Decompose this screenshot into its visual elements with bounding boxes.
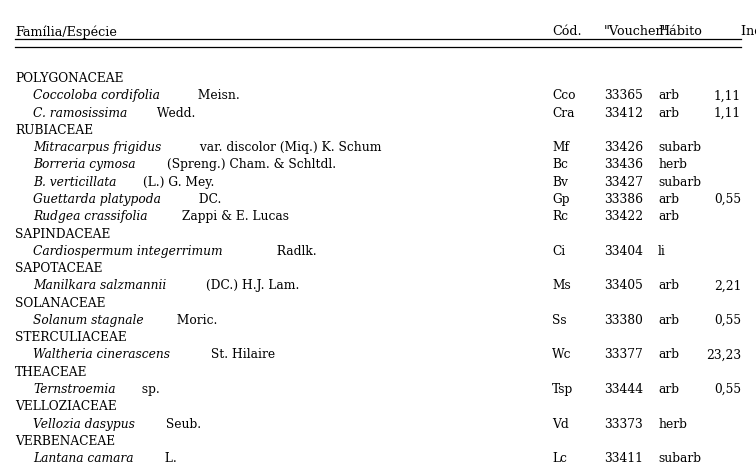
Text: 33427: 33427 (604, 175, 643, 188)
Text: Manilkara salzmannii: Manilkara salzmannii (33, 279, 167, 292)
Text: 0,55: 0,55 (714, 313, 741, 326)
Text: Mitracarpus frigidus: Mitracarpus frigidus (33, 141, 162, 154)
Text: 33436: 33436 (604, 158, 643, 171)
Text: Meisn.: Meisn. (194, 89, 240, 102)
Text: Coccoloba cordifolia: Coccoloba cordifolia (33, 89, 160, 102)
Text: Ms: Ms (552, 279, 571, 292)
Text: arb: arb (658, 279, 679, 292)
Text: arb: arb (658, 106, 679, 119)
Text: 1,11: 1,11 (714, 89, 741, 102)
Text: Wedd.: Wedd. (153, 106, 195, 119)
Text: SOLANACEAE: SOLANACEAE (15, 296, 106, 309)
Text: Lantana camara: Lantana camara (33, 451, 134, 463)
Text: Cód.: Cód. (552, 25, 581, 38)
Text: B. verticillata: B. verticillata (33, 175, 117, 188)
Text: subarb: subarb (658, 141, 701, 154)
Text: Solanum stagnale: Solanum stagnale (33, 313, 144, 326)
Text: L.: L. (160, 451, 176, 463)
Text: 33422: 33422 (604, 210, 643, 223)
Text: "Voucher": "Voucher" (604, 25, 668, 38)
Text: 33377: 33377 (604, 348, 643, 361)
Text: arb: arb (658, 382, 679, 395)
Text: arb: arb (658, 313, 679, 326)
Text: 0,55: 0,55 (714, 382, 741, 395)
Text: Gp: Gp (552, 193, 569, 206)
Text: Hábito: Hábito (658, 25, 702, 38)
Text: Moric.: Moric. (173, 313, 218, 326)
Text: 0,55: 0,55 (714, 193, 741, 206)
Text: 33380: 33380 (604, 313, 643, 326)
Text: VERBENACEAE: VERBENACEAE (15, 434, 115, 447)
Text: Mf: Mf (552, 141, 569, 154)
Text: Vellozia dasypus: Vellozia dasypus (33, 417, 135, 430)
Text: DC.: DC. (195, 193, 222, 206)
Text: arb: arb (658, 193, 679, 206)
Text: var. discolor (Miq.) K. Schum: var. discolor (Miq.) K. Schum (196, 141, 381, 154)
Text: 33386: 33386 (604, 193, 643, 206)
Text: arb: arb (658, 210, 679, 223)
Text: herb: herb (658, 417, 687, 430)
Text: Ci: Ci (552, 244, 565, 257)
Text: SAPINDACEAE: SAPINDACEAE (15, 227, 110, 240)
Text: RUBIACEAE: RUBIACEAE (15, 124, 93, 137)
Text: Guettarda platypoda: Guettarda platypoda (33, 193, 161, 206)
Text: Bv: Bv (552, 175, 568, 188)
Text: 33444: 33444 (604, 382, 643, 395)
Text: C. ramosissima: C. ramosissima (33, 106, 128, 119)
Text: Cra: Cra (552, 106, 575, 119)
Text: Wc: Wc (552, 348, 572, 361)
Text: Família/Espécie: Família/Espécie (15, 25, 117, 38)
Text: arb: arb (658, 89, 679, 102)
Text: THEACEAE: THEACEAE (15, 365, 88, 378)
Text: STERCULIACEAE: STERCULIACEAE (15, 331, 127, 344)
Text: 33373: 33373 (604, 417, 643, 430)
Text: (DC.) H.J. Lam.: (DC.) H.J. Lam. (202, 279, 299, 292)
Text: 33412: 33412 (604, 106, 643, 119)
Text: arb: arb (658, 348, 679, 361)
Text: 23,23: 23,23 (706, 348, 741, 361)
Text: Bc: Bc (552, 158, 568, 171)
Text: herb: herb (658, 158, 687, 171)
Text: Tsp: Tsp (552, 382, 573, 395)
Text: Zappi & E. Lucas: Zappi & E. Lucas (178, 210, 290, 223)
Text: Ss: Ss (552, 313, 567, 326)
Text: Cardiospermum integerrimum: Cardiospermum integerrimum (33, 244, 223, 257)
Text: VELLOZIACEAE: VELLOZIACEAE (15, 400, 116, 413)
Text: Ind ha: Ind ha (741, 25, 756, 38)
Text: 33426: 33426 (604, 141, 643, 154)
Text: 1,11: 1,11 (714, 106, 741, 119)
Text: li: li (658, 244, 666, 257)
Text: Rc: Rc (552, 210, 568, 223)
Text: Lc: Lc (552, 451, 567, 463)
Text: Rudgea crassifolia: Rudgea crassifolia (33, 210, 148, 223)
Text: Seub.: Seub. (163, 417, 201, 430)
Text: sp.: sp. (138, 382, 160, 395)
Text: 2,21: 2,21 (714, 279, 741, 292)
Text: (L.) G. Mey.: (L.) G. Mey. (139, 175, 214, 188)
Text: subarb: subarb (658, 451, 701, 463)
Text: Radlk.: Radlk. (273, 244, 317, 257)
Text: Ternstroemia: Ternstroemia (33, 382, 116, 395)
Text: POLYGONACEAE: POLYGONACEAE (15, 72, 123, 85)
Text: 33405: 33405 (604, 279, 643, 292)
Text: Borreria cymosa: Borreria cymosa (33, 158, 136, 171)
Text: Vd: Vd (552, 417, 569, 430)
Text: St. Hilaire: St. Hilaire (206, 348, 275, 361)
Text: (Spreng.) Cham. & Schltdl.: (Spreng.) Cham. & Schltdl. (163, 158, 336, 171)
Text: Cco: Cco (552, 89, 575, 102)
Text: 33411: 33411 (604, 451, 643, 463)
Text: 33365: 33365 (604, 89, 643, 102)
Text: 33404: 33404 (604, 244, 643, 257)
Text: subarb: subarb (658, 175, 701, 188)
Text: Waltheria cinerascens: Waltheria cinerascens (33, 348, 171, 361)
Text: SAPOTACEAE: SAPOTACEAE (15, 262, 103, 275)
